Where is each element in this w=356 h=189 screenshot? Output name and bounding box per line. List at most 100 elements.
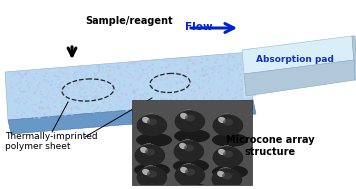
Ellipse shape	[174, 111, 205, 132]
Ellipse shape	[215, 168, 237, 184]
Ellipse shape	[218, 117, 226, 123]
Ellipse shape	[136, 133, 172, 147]
Ellipse shape	[137, 115, 166, 135]
Ellipse shape	[178, 164, 200, 181]
Polygon shape	[244, 60, 355, 96]
Ellipse shape	[212, 165, 248, 179]
Ellipse shape	[136, 185, 172, 189]
Ellipse shape	[180, 163, 197, 177]
Ellipse shape	[173, 159, 209, 173]
Ellipse shape	[212, 169, 241, 189]
Ellipse shape	[139, 166, 163, 184]
Polygon shape	[242, 36, 354, 74]
Ellipse shape	[223, 119, 233, 125]
Ellipse shape	[216, 146, 238, 162]
Ellipse shape	[140, 114, 162, 131]
Ellipse shape	[218, 114, 236, 128]
Ellipse shape	[66, 19, 72, 27]
Ellipse shape	[217, 171, 225, 177]
Ellipse shape	[214, 168, 238, 186]
Ellipse shape	[177, 110, 202, 129]
Ellipse shape	[137, 167, 167, 188]
Ellipse shape	[179, 143, 187, 149]
Ellipse shape	[215, 114, 240, 133]
Ellipse shape	[177, 140, 199, 157]
Text: Microcone array
structure: Microcone array structure	[226, 135, 314, 157]
Ellipse shape	[137, 144, 161, 162]
Ellipse shape	[216, 114, 239, 131]
Ellipse shape	[184, 145, 194, 152]
Ellipse shape	[176, 110, 203, 129]
Ellipse shape	[216, 168, 236, 183]
Ellipse shape	[218, 146, 236, 160]
Ellipse shape	[215, 114, 239, 132]
Ellipse shape	[139, 114, 164, 133]
Ellipse shape	[140, 166, 162, 183]
Ellipse shape	[213, 115, 242, 135]
Ellipse shape	[218, 146, 235, 160]
Ellipse shape	[213, 169, 241, 188]
Ellipse shape	[177, 164, 202, 183]
Ellipse shape	[136, 145, 164, 164]
Ellipse shape	[147, 119, 157, 125]
Ellipse shape	[175, 111, 204, 131]
Ellipse shape	[140, 144, 158, 158]
Ellipse shape	[214, 147, 242, 166]
Ellipse shape	[140, 166, 162, 182]
Ellipse shape	[139, 114, 163, 132]
Ellipse shape	[142, 165, 158, 179]
Ellipse shape	[174, 165, 205, 186]
Ellipse shape	[141, 114, 161, 129]
Ellipse shape	[222, 173, 232, 180]
Ellipse shape	[138, 115, 166, 134]
Ellipse shape	[178, 164, 200, 180]
Ellipse shape	[176, 140, 201, 159]
Ellipse shape	[138, 167, 166, 186]
Ellipse shape	[137, 115, 167, 136]
Ellipse shape	[180, 167, 188, 173]
Ellipse shape	[180, 163, 197, 177]
Ellipse shape	[217, 114, 237, 129]
Ellipse shape	[176, 111, 204, 130]
Ellipse shape	[173, 141, 204, 162]
Ellipse shape	[211, 169, 242, 189]
Ellipse shape	[138, 115, 165, 134]
Ellipse shape	[176, 165, 204, 184]
Ellipse shape	[179, 139, 195, 153]
Ellipse shape	[135, 145, 164, 165]
Ellipse shape	[214, 115, 242, 134]
Ellipse shape	[223, 150, 233, 157]
Ellipse shape	[174, 141, 203, 161]
Ellipse shape	[216, 146, 239, 163]
Ellipse shape	[140, 147, 148, 153]
Ellipse shape	[178, 140, 197, 154]
Text: Thermally-imprinted
polymer sheet: Thermally-imprinted polymer sheet	[5, 132, 98, 151]
Ellipse shape	[142, 117, 150, 123]
Ellipse shape	[179, 164, 199, 179]
Polygon shape	[8, 100, 256, 134]
Ellipse shape	[177, 140, 199, 156]
Ellipse shape	[175, 140, 202, 160]
Ellipse shape	[178, 140, 198, 155]
Ellipse shape	[217, 167, 234, 181]
Ellipse shape	[180, 109, 197, 123]
Ellipse shape	[219, 113, 235, 127]
Ellipse shape	[141, 166, 161, 181]
Ellipse shape	[147, 170, 157, 177]
Ellipse shape	[138, 144, 161, 161]
Ellipse shape	[216, 168, 235, 182]
Polygon shape	[352, 36, 356, 80]
Ellipse shape	[218, 167, 234, 181]
Ellipse shape	[213, 168, 240, 187]
Ellipse shape	[178, 110, 200, 126]
Ellipse shape	[176, 164, 203, 184]
Ellipse shape	[139, 144, 159, 159]
Ellipse shape	[178, 110, 200, 127]
Ellipse shape	[214, 146, 241, 166]
Ellipse shape	[141, 143, 157, 157]
Ellipse shape	[142, 169, 150, 175]
Ellipse shape	[138, 167, 165, 186]
Ellipse shape	[177, 164, 201, 182]
Ellipse shape	[180, 110, 197, 123]
Ellipse shape	[218, 149, 226, 155]
